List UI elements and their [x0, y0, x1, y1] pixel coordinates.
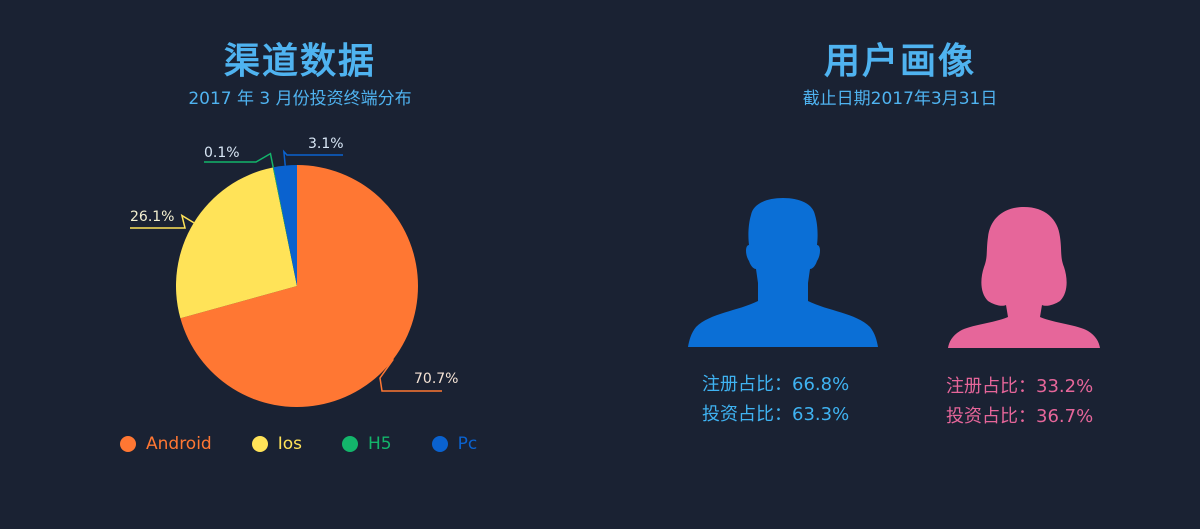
pie-slice-ios [176, 167, 297, 319]
legend-label-android: Android [146, 434, 212, 454]
data-label-ios: 26.1% [130, 209, 174, 225]
male-stats: 注册占比：66.8% 投资占比：63.3% [702, 370, 849, 430]
legend-item-h5[interactable]: H5 [342, 434, 392, 454]
data-label-h5: 0.1% [204, 145, 240, 161]
female-invest-ratio: 投资占比：36.7% [946, 406, 1094, 427]
leader-line-ios [130, 213, 195, 229]
female-stats: 注册占比：33.2% 投资占比：36.7% [946, 372, 1093, 432]
channel-data-subtitle: 2017 年 3 月份投资终端分布 [188, 89, 412, 109]
data-label-android: 70.7% [414, 371, 458, 387]
legend-item-android[interactable]: Android [120, 434, 212, 454]
channel-data-title: 渠道数据 [223, 41, 376, 82]
data-label-pc: 3.1% [308, 136, 344, 152]
male-register-ratio: 注册占比：66.8% [702, 374, 850, 395]
pie-slice-h5 [272, 167, 297, 286]
leader-line-pc [282, 149, 343, 166]
male-invest-ratio: 投资占比：63.3% [702, 404, 850, 425]
male-user-icon [688, 198, 878, 347]
legend-swatch-android [120, 436, 136, 452]
legend-label-h5: H5 [368, 434, 392, 454]
pie-slice-pc [273, 165, 297, 286]
legend-item-ios[interactable]: Ios [251, 434, 303, 454]
pie-slice-android [180, 165, 418, 407]
chart-legend: Android Ios H5 Pc [120, 434, 517, 454]
female-register-ratio: 注册占比：33.2% [946, 376, 1094, 397]
female-user-icon [948, 207, 1100, 348]
legend-swatch-h5 [342, 436, 359, 452]
channel-data-panel: 渠道数据 2017 年 3 月份投资终端分布 70.7% 26.1% 0.1% 3.1… [120, 41, 517, 454]
legend-swatch-pc [431, 436, 448, 452]
user-profile-panel: 用户画像 截止日期2017年3月31日 注册占比：66.8% 投资占比：63.3… [600, 0, 1200, 529]
legend-swatch-ios [251, 436, 268, 452]
pie-chart: 70.7% 26.1% 0.1% 3.1% [130, 136, 458, 407]
leader-line-h5 [204, 152, 274, 168]
user-profile-title: 用户画像 [823, 41, 976, 82]
legend-label-ios: Ios [277, 434, 303, 454]
user-profile-subtitle: 截止日期2017年3月31日 [802, 89, 998, 109]
legend-item-pc[interactable]: Pc [431, 434, 478, 454]
leader-line-android [379, 358, 442, 392]
legend-label-pc: Pc [457, 434, 478, 454]
